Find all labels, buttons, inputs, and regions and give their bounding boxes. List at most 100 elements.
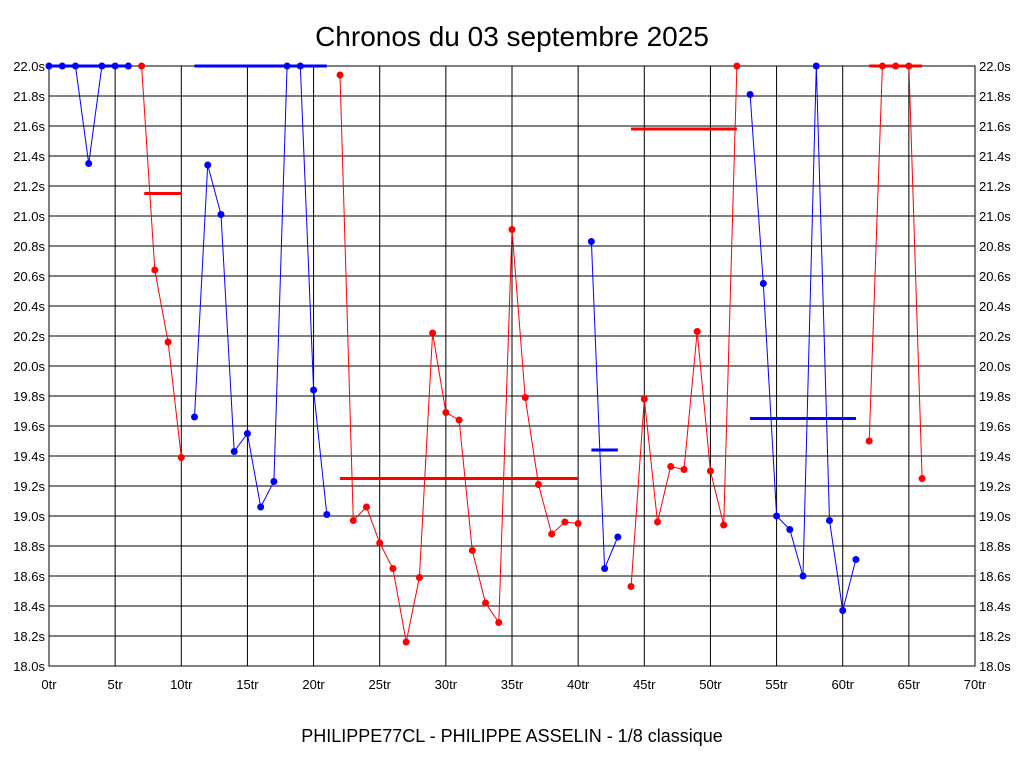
x-tick-label: 60tr <box>832 677 855 692</box>
y-tick-label-right: 20.2s <box>979 329 1011 344</box>
data-point <box>667 463 675 470</box>
y-tick-label-left: 18.0s <box>13 659 45 674</box>
data-point <box>85 160 93 167</box>
data-point <box>534 481 542 488</box>
data-point <box>349 517 357 524</box>
data-point <box>243 430 251 437</box>
data-point <box>389 565 397 572</box>
data-point <box>336 71 344 79</box>
x-tick-label: 45tr <box>633 677 656 692</box>
data-point <box>455 416 463 424</box>
data-point <box>574 520 582 527</box>
data-point <box>45 62 53 70</box>
data-point <box>138 62 146 70</box>
data-point <box>825 517 833 524</box>
y-tick-label-right: 22.0s <box>979 59 1011 74</box>
y-tick-label-left: 21.2s <box>13 179 45 194</box>
x-tick-label: 50tr <box>699 677 722 692</box>
y-tick-label-left: 19.8s <box>13 389 45 404</box>
data-point <box>482 599 490 607</box>
data-point <box>680 466 688 473</box>
data-point <box>362 503 370 511</box>
y-tick-label-right: 19.2s <box>979 479 1011 494</box>
data-point <box>799 572 807 580</box>
y-tick-label-left: 18.6s <box>13 569 45 584</box>
grid <box>48 65 976 667</box>
data-point <box>442 409 450 416</box>
series-line-3 <box>194 65 328 515</box>
data-point <box>217 211 225 218</box>
y-tick-label-right: 18.0s <box>979 659 1011 674</box>
data-point <box>759 280 767 287</box>
data-point <box>257 503 265 511</box>
data-point <box>720 521 728 529</box>
data-point <box>865 437 873 445</box>
average-lines <box>49 64 923 480</box>
data-point <box>310 386 318 394</box>
data-point <box>191 413 199 421</box>
data-point <box>495 619 503 626</box>
y-tick-label-left: 20.0s <box>13 359 45 374</box>
data-point <box>177 454 185 461</box>
data-point <box>376 539 384 547</box>
y-tick-label-right: 21.2s <box>979 179 1011 194</box>
plot-frame <box>48 65 976 667</box>
data-point <box>521 394 529 401</box>
data-point <box>746 91 754 98</box>
y-tick-label-left: 20.8s <box>13 239 45 254</box>
y-tick-label-left: 21.4s <box>13 149 45 164</box>
y-tick-label-left: 20.6s <box>13 269 45 284</box>
data-point <box>270 478 278 485</box>
data-point <box>468 547 476 554</box>
y-tick-label-right: 20.6s <box>979 269 1011 284</box>
x-tick-label: 15tr <box>236 677 259 692</box>
data-point <box>878 62 886 70</box>
y-tick-label-left: 21.6s <box>13 119 45 134</box>
y-tick-label-right: 18.2s <box>979 629 1011 644</box>
chart-title: Chronos du 03 septembre 2025 <box>315 21 709 52</box>
y-tick-label-left: 22.0s <box>13 59 45 74</box>
data-point <box>733 62 741 70</box>
series-lines <box>49 65 923 643</box>
data-point <box>508 226 516 233</box>
data-point <box>548 530 556 538</box>
y-tick-label-left: 18.4s <box>13 599 45 614</box>
series-line-4 <box>339 74 579 643</box>
data-point <box>905 62 913 70</box>
data-point <box>706 467 714 475</box>
series-line-1 <box>49 65 129 164</box>
data-points <box>45 62 926 646</box>
data-point <box>323 511 331 518</box>
data-point <box>164 338 172 346</box>
data-point <box>654 518 662 526</box>
series-line-8 <box>868 65 923 479</box>
x-tick-label: 0tr <box>41 677 57 692</box>
series-line-6 <box>630 65 738 587</box>
data-point <box>614 533 622 541</box>
data-point <box>98 62 106 70</box>
data-point <box>852 556 860 563</box>
x-tick-label: 10tr <box>170 677 193 692</box>
x-tick-label: 30tr <box>435 677 458 692</box>
y-tick-label-right: 18.8s <box>979 539 1011 554</box>
y-tick-label-right: 20.8s <box>979 239 1011 254</box>
y-tick-label-left: 19.2s <box>13 479 45 494</box>
data-point <box>812 62 820 70</box>
series-line-5 <box>590 241 619 569</box>
y-tick-label-right: 21.6s <box>979 119 1011 134</box>
data-point <box>601 565 609 572</box>
y-tick-label-right: 19.0s <box>979 509 1011 524</box>
y-tick-label-right: 19.6s <box>979 419 1011 434</box>
y-tick-label-left: 21.0s <box>13 209 45 224</box>
axis-tick-labels: 0tr 5tr 10tr 15tr 20tr 25tr 30tr 35tr 40tr 45tr 50… <box>13 59 1011 692</box>
y-tick-label-left: 20.4s <box>13 299 45 314</box>
y-tick-label-left: 18.2s <box>13 629 45 644</box>
y-tick-label-right: 20.0s <box>979 359 1011 374</box>
y-tick-label-right: 21.8s <box>979 89 1011 104</box>
series-line-7 <box>749 65 857 611</box>
data-point <box>839 607 847 614</box>
y-tick-label-left: 20.2s <box>13 329 45 344</box>
x-tick-label: 20tr <box>302 677 325 692</box>
